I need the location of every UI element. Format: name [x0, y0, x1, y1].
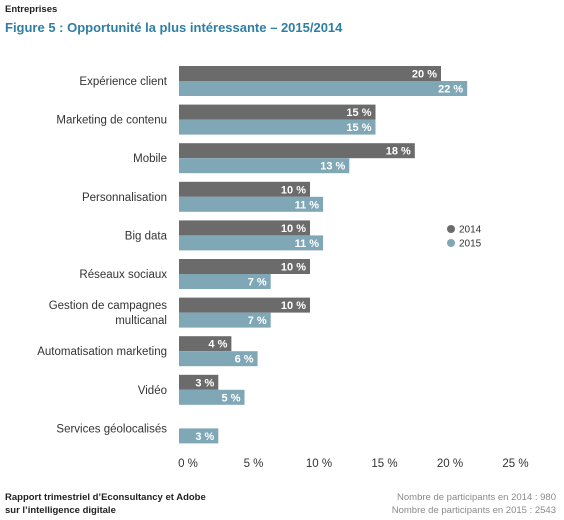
category-label: Automatisation marketing: [37, 346, 167, 358]
data-label: 7 %: [248, 315, 267, 327]
data-label: 15 %: [346, 107, 371, 119]
source-note: Rapport trimestriel d’Econsultancy et Ad…: [5, 491, 206, 517]
data-label: 15 %: [346, 122, 371, 134]
bar-2014: [179, 220, 310, 236]
x-tick-label: 15 %: [371, 458, 397, 470]
bar-2015: [179, 81, 468, 96]
participants-2014: Nombre de participants en 2014 : 980: [397, 492, 556, 503]
bar-2014: [179, 297, 310, 313]
bar-2015: [179, 274, 271, 289]
data-label: 10 %: [281, 262, 306, 274]
data-label: 10 %: [281, 223, 306, 235]
data-label: 11 %: [295, 238, 320, 250]
category-label: Marketing de contenu: [56, 115, 167, 127]
legend-marker-2014: [447, 225, 455, 233]
data-label: 3 %: [195, 431, 214, 443]
bar-2014: [179, 374, 219, 390]
legend-label-2014: 2014: [459, 225, 482, 236]
category-label: Gestion de campagnes: [49, 300, 168, 312]
bar-2014: [179, 143, 415, 159]
data-label: 13 %: [320, 161, 345, 173]
category-label: Expérience client: [79, 76, 167, 88]
data-label: 22 %: [438, 84, 463, 96]
bar-2015: [179, 389, 245, 405]
x-tick-label: 5 %: [244, 458, 264, 470]
source-line-1: Rapport trimestriel d’Econsultancy et Ad…: [5, 492, 206, 503]
x-tick-label: 25 %: [502, 458, 528, 470]
data-label: 6 %: [235, 354, 254, 366]
bar-2015: [179, 428, 219, 444]
bar-2014: [179, 181, 310, 197]
category-label: Mobile: [133, 153, 167, 165]
bar-2015: [179, 158, 350, 174]
category-label: Réseaux sociaux: [79, 269, 167, 281]
bar-2014: [179, 104, 376, 120]
bar-2014: [179, 336, 232, 352]
participants-2015: Nombre de participants en 2015 : 2543: [391, 505, 556, 516]
data-label: 3 %: [195, 377, 214, 389]
data-label: 11 %: [295, 199, 320, 211]
data-label: 5 %: [222, 392, 241, 404]
category-label: Big data: [125, 230, 168, 242]
bar-2015: [179, 119, 376, 135]
category-label: Vidéo: [138, 385, 167, 397]
category-label: Services géolocalisés: [56, 423, 167, 435]
category-label: multicanal: [115, 315, 167, 327]
data-label: 20 %: [412, 69, 437, 81]
source-line-2: sur l’intelligence digitale: [5, 505, 116, 516]
x-tick-label: 10 %: [306, 458, 332, 470]
data-label: 4 %: [208, 339, 227, 351]
data-label: 10 %: [281, 184, 306, 196]
bar-2014: [179, 66, 441, 81]
bar-2015: [179, 351, 258, 367]
legend-label-2015: 2015: [459, 239, 482, 250]
data-label: 10 %: [281, 300, 306, 312]
data-label: 18 %: [386, 146, 411, 158]
data-label: 7 %: [248, 277, 267, 289]
bar-2015: [179, 312, 271, 328]
figure-title: Figure 5 : Opportunité la plus intéressa…: [5, 20, 343, 35]
section-label: Entreprises: [5, 4, 58, 15]
bar-2015: [179, 196, 324, 212]
legend-marker-2015: [447, 239, 455, 247]
participants-note: Nombre de participants en 2014 : 980 Nom…: [392, 491, 556, 517]
bar-2015: [179, 235, 324, 251]
category-label: Personnalisation: [82, 192, 167, 204]
x-tick-label: 20 %: [437, 458, 463, 470]
x-tick-label: 0 %: [178, 458, 198, 470]
bar-2014: [179, 259, 310, 274]
